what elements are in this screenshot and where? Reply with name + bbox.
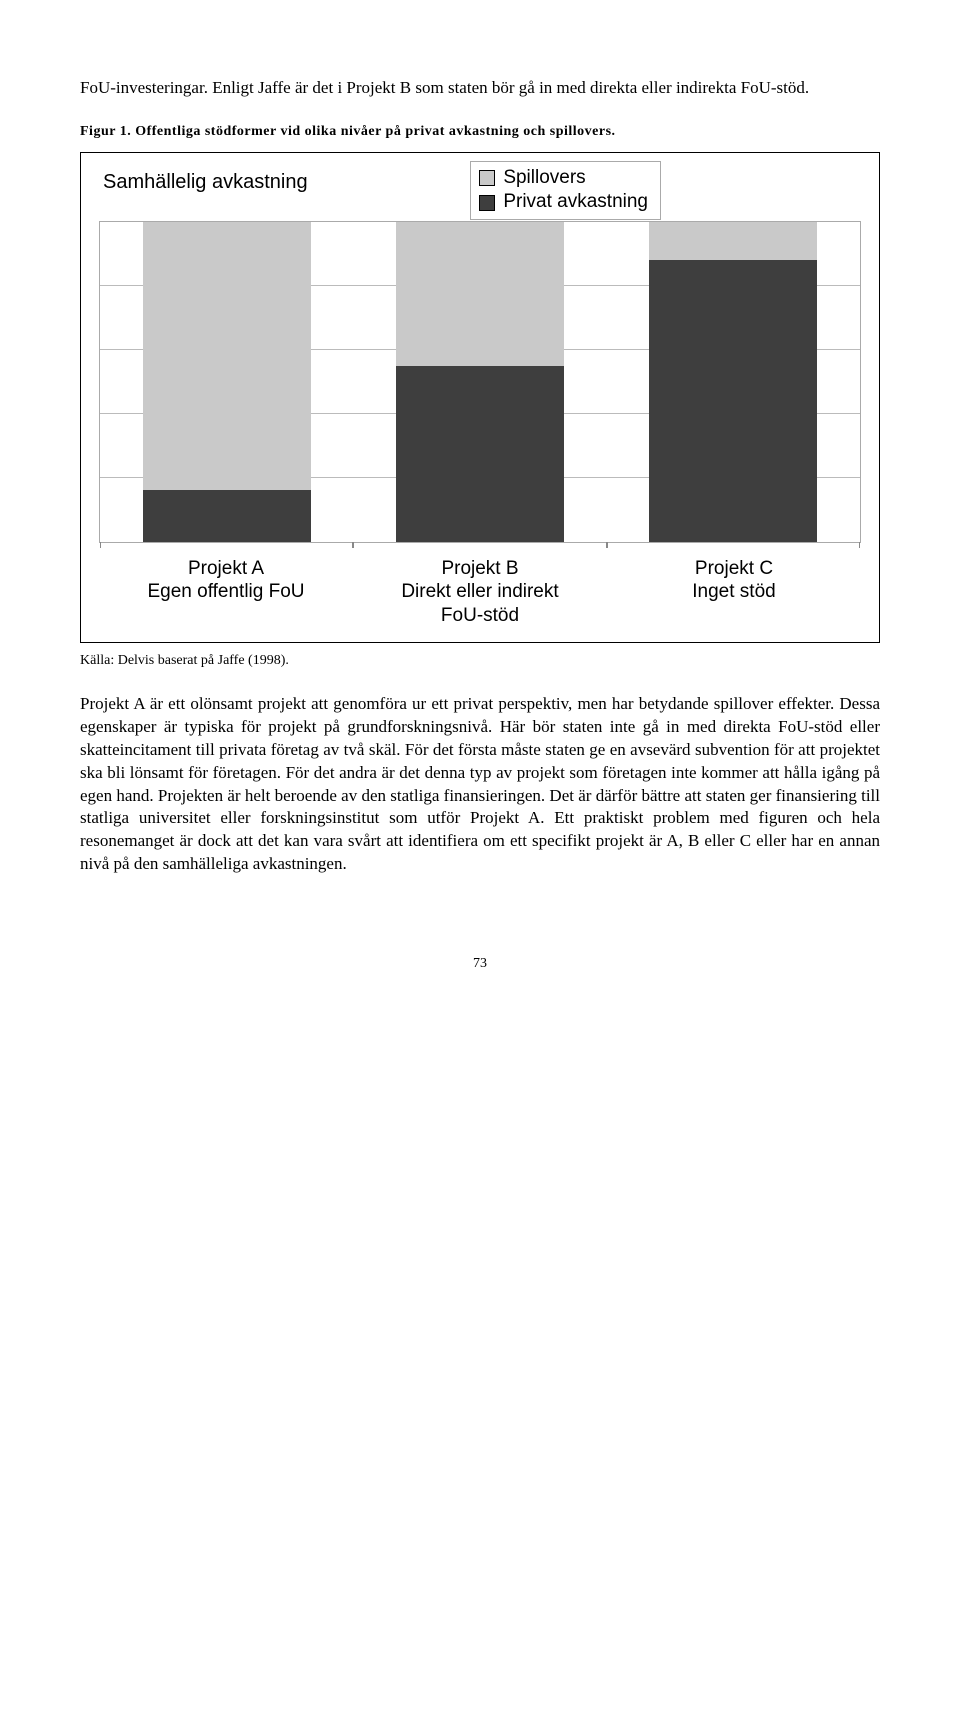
legend-label: Privat avkastning: [503, 190, 648, 215]
legend-item: Privat avkastning: [479, 190, 648, 215]
figure-source: Källa: Delvis baserat på Jaffe (1998).: [80, 653, 880, 669]
chart-x-labels: Projekt A Egen offentlig FoU Projekt B D…: [99, 557, 861, 628]
x-label-line: Projekt A: [99, 557, 353, 581]
chart-bar-segment: [396, 222, 563, 366]
legend-item: Spillovers: [479, 166, 648, 191]
x-label-line: Direkt eller indirekt: [353, 580, 607, 604]
chart-bar-segment: [143, 490, 310, 541]
lead-paragraph: FoU-investeringar. Enligt Jaffe är det i…: [80, 77, 880, 100]
chart-bar-segment: [396, 366, 563, 542]
legend-swatch-spillovers: [479, 170, 495, 186]
x-label-projekt-a: Projekt A Egen offentlig FoU: [99, 557, 353, 628]
page-number: 73: [80, 956, 880, 972]
chart-bar: [396, 222, 563, 542]
x-label-line: Inget stöd: [607, 580, 861, 604]
chart-bar-segment: [649, 260, 816, 542]
chart-x-ticks: [100, 542, 860, 548]
chart-bar: [649, 222, 816, 542]
legend-label: Spillovers: [503, 166, 585, 191]
x-label-line: Egen offentlig FoU: [99, 580, 353, 604]
chart-bar-segment: [143, 222, 310, 491]
chart-legend: Spillovers Privat avkastning: [470, 161, 661, 220]
figure-chart: Samhällelig avkastning Spillovers Privat…: [80, 152, 880, 643]
chart-title: Samhällelig avkastning: [103, 171, 308, 194]
chart-bar-segment: [649, 222, 816, 260]
chart-bar: [143, 222, 310, 542]
x-label-projekt-c: Projekt C Inget stöd: [607, 557, 861, 628]
x-label-line: FoU-stöd: [353, 604, 607, 628]
chart-header: Samhällelig avkastning Spillovers Privat…: [99, 167, 861, 221]
x-label-projekt-b: Projekt B Direkt eller indirekt FoU-stöd: [353, 557, 607, 628]
chart-plot-area: [99, 221, 861, 543]
legend-swatch-privat: [479, 195, 495, 211]
x-label-line: Projekt C: [607, 557, 861, 581]
figure-caption: Figur 1. Offentliga stödformer vid olika…: [80, 122, 880, 142]
body-paragraph: Projekt A är ett olönsamt projekt att ge…: [80, 693, 880, 877]
chart-bars-layer: [100, 222, 860, 542]
x-label-line: Projekt B: [353, 557, 607, 581]
